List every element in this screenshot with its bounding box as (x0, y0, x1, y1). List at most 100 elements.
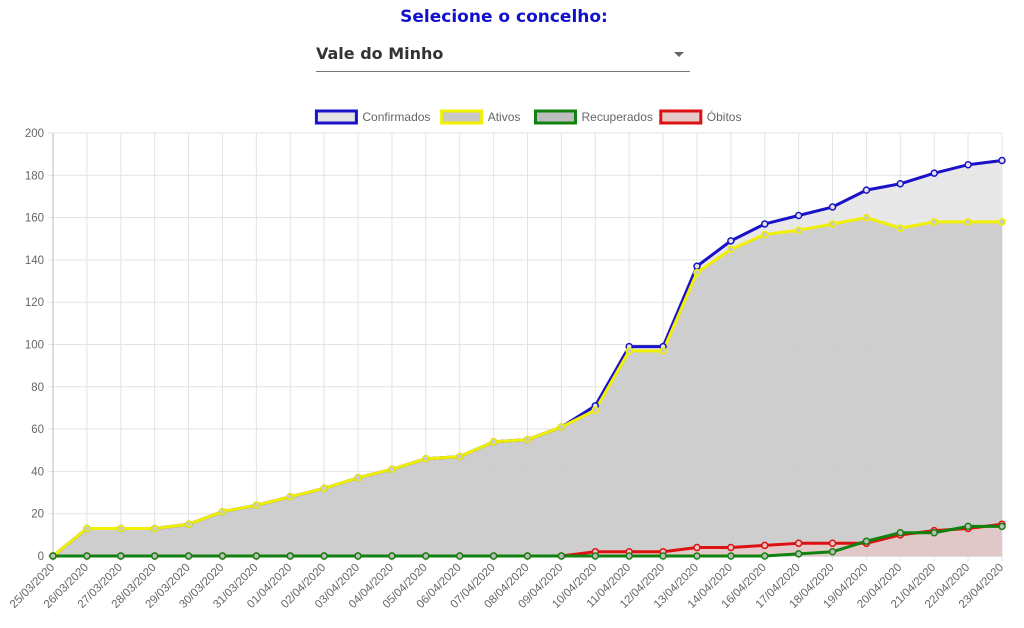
legend-swatch (534, 109, 577, 125)
series-recuperados-point (49, 552, 57, 560)
series-recuperados-point (184, 552, 193, 560)
series-confirmados-point (896, 180, 905, 188)
series-recuperados-point (591, 552, 600, 560)
series-recuperados-point (117, 552, 125, 560)
legend-label: Óbitos (707, 109, 742, 124)
y-tick-label: 60 (31, 424, 44, 436)
series-recuperados-point (964, 522, 972, 531)
series-recuperados-point (422, 552, 430, 560)
series-ativos-point (693, 268, 701, 277)
series-ativos-point (828, 220, 837, 228)
series-recuperados-point (625, 552, 633, 560)
series-ativos-point (794, 226, 803, 235)
y-tick-label: 140 (25, 255, 44, 267)
series-recuperados-point (761, 552, 769, 560)
legend-swatch (659, 109, 703, 125)
series-recuperados-point (930, 528, 938, 537)
concelho-select-value: Vale do Minho (316, 44, 444, 63)
series-ativos-point (523, 435, 532, 444)
y-tick-label: 100 (25, 340, 44, 352)
series-ativos-point (625, 347, 633, 355)
series-ativos-point (727, 245, 735, 254)
y-tick-label: 40 (31, 466, 44, 478)
series-recuperados-point (523, 552, 532, 560)
series-recuperados-point (218, 552, 227, 560)
series-ativos-point (964, 218, 972, 226)
chart-points (49, 156, 1006, 560)
series-confirmados-point (862, 186, 871, 194)
series-confirmados-point (794, 211, 803, 220)
series-ativos-point (862, 213, 871, 222)
series-ativos-point (998, 218, 1006, 226)
y-tick-label: 0 (38, 551, 44, 563)
chart-legend: Confirmados Ativos Recuperados Óbitos (314, 109, 742, 125)
legend-swatch (314, 109, 358, 125)
series-ativos-point (591, 406, 600, 414)
series-recuperados-point (998, 522, 1006, 531)
series-recuperados-point (659, 552, 667, 560)
series-recuperados-point (320, 552, 328, 560)
y-tick-label: 120 (25, 297, 44, 309)
series-óbitos-point (761, 541, 769, 550)
series-ativos-point (286, 493, 294, 501)
series-ativos-point (354, 473, 362, 482)
series-confirmados-point (727, 237, 735, 245)
x-axis: 25/03/202026/03/202027/03/202028/03/2020… (8, 562, 1006, 611)
series-confirmados-point (828, 203, 837, 211)
legend-label: Confirmados (362, 110, 430, 124)
concelho-select[interactable]: Vale do Minho (316, 38, 690, 72)
series-confirmados-point (998, 156, 1006, 165)
series-ativos-point (659, 347, 667, 355)
series-ativos-point (320, 484, 328, 493)
series-recuperados-point (794, 550, 803, 558)
series-confirmados-point (761, 220, 769, 228)
series-ativos-point (761, 230, 769, 239)
series-ativos-point (252, 501, 261, 509)
legend-label: Recuperados (582, 110, 653, 124)
series-ativos-point (83, 524, 91, 533)
series-recuperados-point (489, 552, 498, 560)
legend-swatch (440, 109, 484, 125)
series-recuperados-point (693, 552, 701, 560)
series-ativos-point (896, 224, 905, 232)
page-heading: Selecione o concelho: (400, 7, 608, 27)
series-ativos-point (218, 507, 227, 516)
series-recuperados-point (83, 552, 91, 560)
series-recuperados-point (557, 552, 566, 560)
y-tick-label: 80 (31, 382, 44, 394)
series-óbitos-point (828, 539, 837, 548)
area-ativos (53, 217, 1002, 556)
series-recuperados-point (727, 552, 735, 560)
y-tick-label: 180 (25, 170, 44, 182)
series-recuperados-point (286, 552, 294, 560)
series-ativos-point (388, 465, 396, 474)
series-recuperados-point (862, 537, 871, 545)
series-óbitos-point (693, 543, 701, 552)
series-confirmados-point (693, 262, 701, 270)
series-ativos-point (422, 454, 430, 463)
series-ativos-point (455, 452, 464, 461)
series-ativos-point (489, 438, 498, 446)
legend-label: Ativos (488, 110, 521, 124)
series-ativos-point (930, 218, 938, 226)
series-ativos-point (117, 524, 125, 533)
series-óbitos-point (794, 539, 803, 548)
series-ativos-point (557, 423, 566, 431)
y-tick-label: 200 (25, 128, 44, 140)
series-recuperados-point (828, 548, 837, 556)
y-tick-label: 20 (31, 509, 44, 521)
series-recuperados-point (455, 552, 464, 560)
series-ativos-point (184, 520, 193, 529)
series-recuperados-point (896, 528, 905, 537)
y-tick-label: 160 (25, 213, 44, 225)
series-recuperados-point (388, 552, 396, 560)
series-recuperados-point (150, 552, 159, 560)
y-axis: 0 20 40 60 80 100 120 140 160 180 200 (25, 128, 44, 563)
series-ativos-point (150, 524, 159, 533)
series-confirmados-point (964, 160, 972, 169)
series-recuperados-point (252, 552, 261, 560)
chevron-down-icon (674, 52, 684, 57)
series-óbitos-point (727, 543, 735, 552)
series-confirmados-point (930, 169, 938, 177)
